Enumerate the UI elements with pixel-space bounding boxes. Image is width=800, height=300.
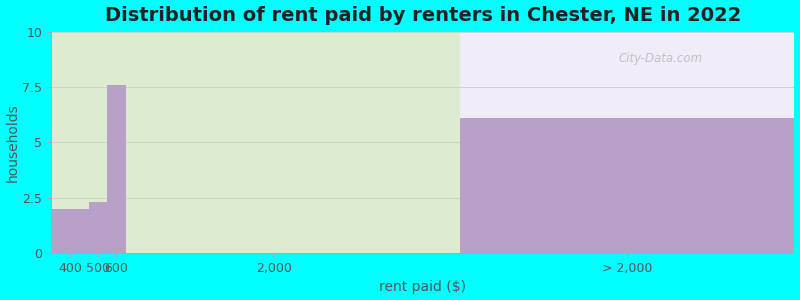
Text: City-Data.com: City-Data.com — [618, 52, 702, 65]
Y-axis label: households: households — [6, 103, 19, 182]
Bar — [460, 32, 794, 253]
Bar — [460, 118, 794, 253]
Bar — [89, 202, 107, 253]
Bar — [107, 85, 126, 253]
Bar — [51, 208, 89, 253]
Title: Distribution of rent paid by renters in Chester, NE in 2022: Distribution of rent paid by renters in … — [105, 6, 741, 25]
Bar — [51, 32, 460, 253]
X-axis label: rent paid ($): rent paid ($) — [379, 280, 466, 294]
